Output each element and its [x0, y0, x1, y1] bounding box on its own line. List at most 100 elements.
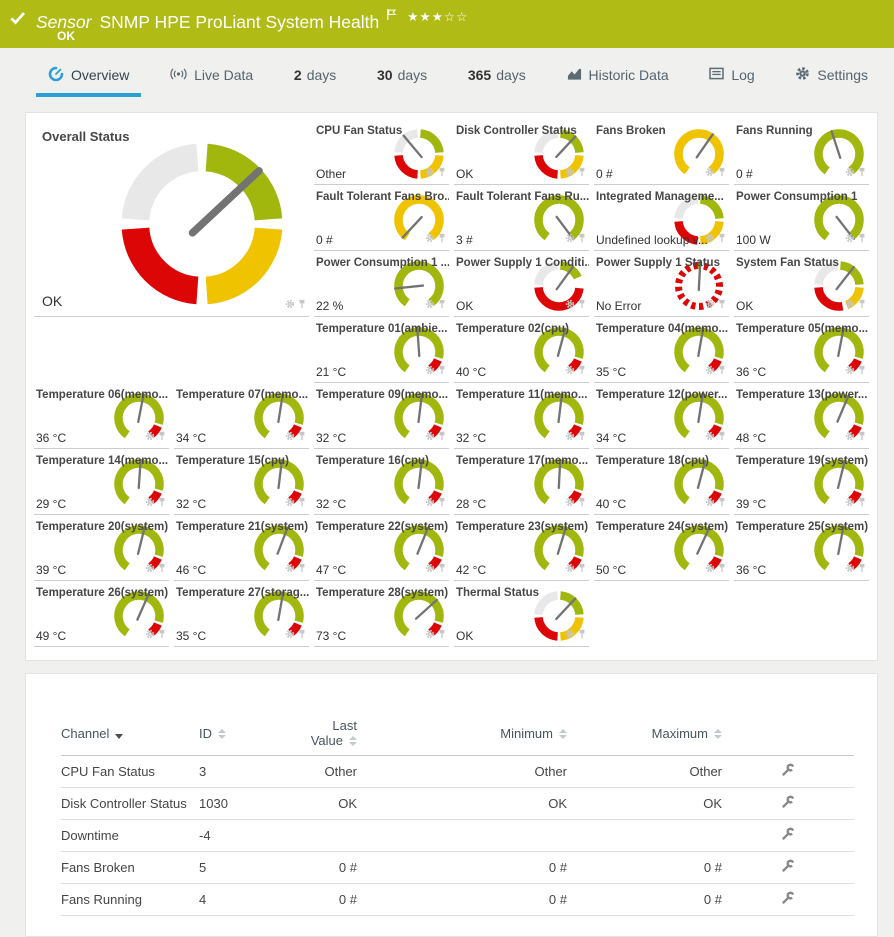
star-icon[interactable]: ★ — [419, 10, 432, 24]
gauge-tile[interactable]: Temperature 07(memo... 34 °C — [174, 383, 309, 449]
gear-icon[interactable] — [845, 164, 855, 182]
star-icon[interactable]: ★ — [431, 10, 444, 24]
pin-icon[interactable] — [298, 626, 306, 644]
gauge-tile[interactable]: Temperature 23(system) 42 °C — [454, 515, 589, 581]
wrench-icon[interactable] — [781, 763, 795, 780]
priority-flag-icon[interactable] — [386, 5, 397, 26]
gear-icon[interactable] — [845, 230, 855, 248]
gauge-tile[interactable]: Overall Status OK — [34, 119, 309, 317]
column-header-maximum[interactable]: Maximum — [567, 712, 722, 756]
pin-icon[interactable] — [858, 362, 866, 380]
gauge-tile[interactable]: Temperature 05(memo... 36 °C — [734, 317, 869, 383]
tab-live-data[interactable]: Live Data — [158, 48, 265, 102]
gauge-tile[interactable]: Power Consumption 1 ... 22 % — [314, 251, 449, 317]
pin-icon[interactable] — [438, 230, 446, 248]
pin-icon[interactable] — [578, 560, 586, 578]
pin-icon[interactable] — [718, 560, 726, 578]
pin-icon[interactable] — [578, 230, 586, 248]
gear-icon[interactable] — [285, 494, 295, 512]
gear-icon[interactable] — [705, 230, 715, 248]
gear-icon[interactable] — [425, 362, 435, 380]
gear-icon[interactable] — [705, 560, 715, 578]
gear-icon[interactable] — [565, 626, 575, 644]
pin-icon[interactable] — [578, 164, 586, 182]
gauge-tile[interactable]: Temperature 11(memo... 32 °C — [454, 383, 589, 449]
gauge-tile[interactable]: Temperature 18(cpu) 40 °C — [594, 449, 729, 515]
gauge-tile[interactable]: Temperature 14(memo... 29 °C — [34, 449, 169, 515]
gauge-tile[interactable]: Fans Broken 0 # — [594, 119, 729, 185]
gauge-tile[interactable]: Temperature 17(memo... 28 °C — [454, 449, 589, 515]
pin-icon[interactable] — [158, 494, 166, 512]
gauge-tile[interactable]: Fault Tolerant Fans Ru... 3 # — [454, 185, 589, 251]
column-header-channel[interactable]: Channel — [61, 712, 199, 756]
gear-icon[interactable] — [845, 296, 855, 314]
pin-icon[interactable] — [858, 164, 866, 182]
pin-icon[interactable] — [718, 164, 726, 182]
pin-icon[interactable] — [438, 494, 446, 512]
pin-icon[interactable] — [438, 362, 446, 380]
pin-icon[interactable] — [298, 428, 306, 446]
gear-icon[interactable] — [285, 560, 295, 578]
gear-icon[interactable] — [565, 230, 575, 248]
gear-icon[interactable] — [845, 560, 855, 578]
gear-icon[interactable] — [565, 494, 575, 512]
pin-icon[interactable] — [438, 164, 446, 182]
gear-icon[interactable] — [425, 428, 435, 446]
gauge-tile[interactable]: Temperature 02(cpu) 40 °C — [454, 317, 589, 383]
pin-icon[interactable] — [858, 230, 866, 248]
gear-icon[interactable] — [845, 362, 855, 380]
gauge-tile[interactable]: Fans Running 0 # — [734, 119, 869, 185]
gear-icon[interactable] — [705, 296, 715, 314]
gear-icon[interactable] — [285, 428, 295, 446]
gear-icon[interactable] — [705, 362, 715, 380]
gauge-tile[interactable]: Power Consumption 1 100 W — [734, 185, 869, 251]
gear-icon[interactable] — [425, 296, 435, 314]
wrench-icon[interactable] — [781, 827, 795, 844]
pin-icon[interactable] — [578, 428, 586, 446]
pin-icon[interactable] — [298, 296, 306, 314]
pin-icon[interactable] — [578, 362, 586, 380]
pin-icon[interactable] — [578, 494, 586, 512]
gauge-tile[interactable]: Power Supply 1 Conditi... OK — [454, 251, 589, 317]
wrench-icon[interactable] — [781, 891, 795, 908]
pin-icon[interactable] — [718, 296, 726, 314]
gauge-tile[interactable]: Temperature 24(system) 50 °C — [594, 515, 729, 581]
pin-icon[interactable] — [298, 494, 306, 512]
pin-icon[interactable] — [718, 428, 726, 446]
pin-icon[interactable] — [158, 560, 166, 578]
tab-settings[interactable]: Settings — [783, 48, 880, 102]
gauge-tile[interactable]: Temperature 26(system) 49 °C — [34, 581, 169, 647]
gear-icon[interactable] — [425, 494, 435, 512]
pin-icon[interactable] — [438, 560, 446, 578]
pin-icon[interactable] — [718, 362, 726, 380]
gear-icon[interactable] — [145, 626, 155, 644]
gear-icon[interactable] — [565, 164, 575, 182]
gauge-tile[interactable]: Temperature 01(ambie... 21 °C — [314, 317, 449, 383]
tab-historic-data[interactable]: Historic Data — [555, 48, 681, 102]
gear-icon[interactable] — [845, 428, 855, 446]
tab-log[interactable]: Log — [697, 48, 766, 102]
wrench-icon[interactable] — [781, 859, 795, 876]
gauge-tile[interactable]: Temperature 09(memo... 32 °C — [314, 383, 449, 449]
gauge-tile[interactable]: System Fan Status OK — [734, 251, 869, 317]
gauge-tile[interactable]: Temperature 15(cpu) 32 °C — [174, 449, 309, 515]
pin-icon[interactable] — [578, 296, 586, 314]
pin-icon[interactable] — [158, 626, 166, 644]
gear-icon[interactable] — [845, 494, 855, 512]
gear-icon[interactable] — [565, 296, 575, 314]
column-header-last-value[interactable]: Last Value — [299, 712, 357, 756]
gauge-tile[interactable]: Temperature 16(cpu) 32 °C — [314, 449, 449, 515]
gear-icon[interactable] — [285, 626, 295, 644]
gear-icon[interactable] — [425, 626, 435, 644]
gauge-tile[interactable]: Temperature 04(memo... 35 °C — [594, 317, 729, 383]
tab-365-days[interactable]: 365 days — [456, 48, 538, 102]
pin-icon[interactable] — [718, 494, 726, 512]
pin-icon[interactable] — [718, 230, 726, 248]
gauge-tile[interactable]: Temperature 21(system) 46 °C — [174, 515, 309, 581]
gear-icon[interactable] — [565, 560, 575, 578]
gauge-tile[interactable]: Integrated Manageme... Undefined lookup v… — [594, 185, 729, 251]
column-header-minimum[interactable]: Minimum — [357, 712, 567, 756]
pin-icon[interactable] — [858, 560, 866, 578]
gauge-tile[interactable]: Temperature 20(system) 39 °C — [34, 515, 169, 581]
gauge-tile[interactable]: Power Supply 1 Status No Error — [594, 251, 729, 317]
